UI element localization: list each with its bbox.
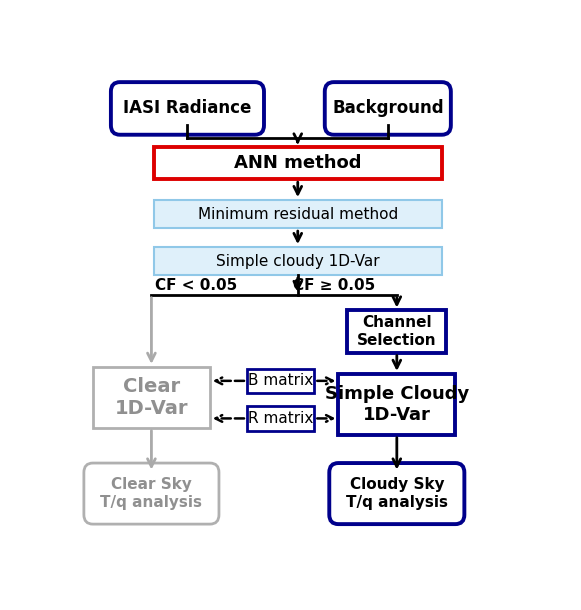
Text: CF < 0.05: CF < 0.05 — [155, 278, 238, 293]
Text: B matrix: B matrix — [248, 373, 313, 389]
Text: Background: Background — [332, 99, 444, 118]
FancyBboxPatch shape — [325, 82, 451, 135]
FancyBboxPatch shape — [93, 367, 210, 428]
Text: ANN method: ANN method — [234, 154, 361, 173]
Text: Cloudy Sky
T/q analysis: Cloudy Sky T/q analysis — [346, 478, 448, 510]
FancyBboxPatch shape — [111, 82, 264, 135]
Text: Minimum residual method: Minimum residual method — [198, 207, 398, 221]
Text: Clear
1D-Var: Clear 1D-Var — [114, 377, 188, 418]
FancyBboxPatch shape — [153, 148, 442, 179]
FancyBboxPatch shape — [247, 406, 314, 431]
FancyBboxPatch shape — [338, 374, 456, 435]
FancyBboxPatch shape — [84, 463, 219, 524]
Text: IASI Radiance: IASI Radiance — [123, 99, 252, 118]
FancyBboxPatch shape — [153, 247, 442, 275]
Text: R matrix: R matrix — [248, 411, 313, 426]
FancyBboxPatch shape — [153, 200, 442, 228]
Text: CF ≥ 0.05: CF ≥ 0.05 — [293, 278, 375, 293]
FancyBboxPatch shape — [329, 463, 464, 524]
Text: Clear Sky
T/q analysis: Clear Sky T/q analysis — [101, 478, 202, 510]
FancyBboxPatch shape — [347, 310, 446, 353]
Text: Simple Cloudy
1D-Var: Simple Cloudy 1D-Var — [325, 385, 469, 424]
Text: Simple cloudy 1D-Var: Simple cloudy 1D-Var — [216, 254, 379, 268]
Text: Channel
Selection: Channel Selection — [357, 315, 437, 348]
FancyBboxPatch shape — [247, 368, 314, 393]
